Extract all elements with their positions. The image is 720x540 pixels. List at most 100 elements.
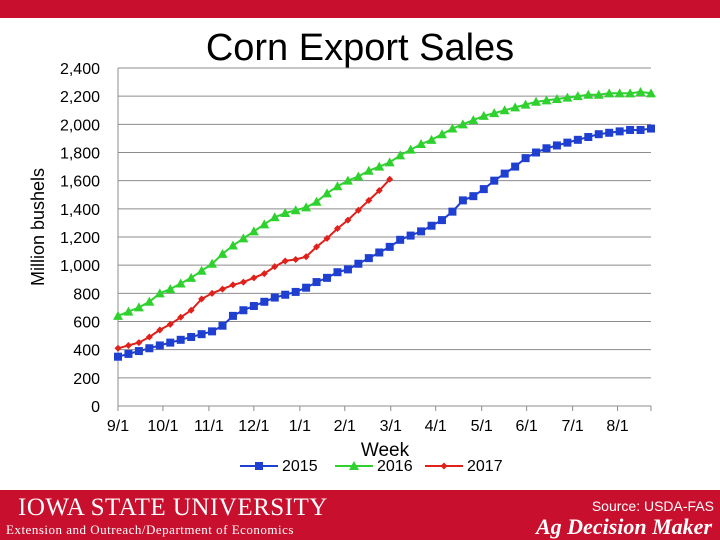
x-axis-label: Week: [361, 440, 410, 461]
data-point-diamond: [124, 341, 132, 349]
data-point-triangle: [604, 88, 615, 98]
x-tick-label: 5/1: [471, 418, 493, 435]
data-point-diamond: [333, 225, 341, 233]
data-point-triangle: [248, 226, 259, 236]
data-point-square: [270, 293, 279, 302]
data-point-square: [385, 242, 394, 251]
y-tick-label: 1,200: [60, 230, 100, 247]
data-point-square: [218, 321, 227, 330]
corn-export-sales-chart: Corn Export Sales 0 200 400 600 800 1,000 1,200…: [28, 27, 656, 475]
data-point-square: [166, 338, 175, 347]
data-point-diamond: [156, 326, 164, 334]
data-point-diamond: [302, 253, 310, 261]
data-point-triangle: [269, 212, 280, 222]
data-point-triangle: [583, 89, 594, 99]
data-point-square: [281, 290, 290, 299]
series-2017: [114, 175, 394, 352]
y-tick-label: 1,400: [60, 202, 100, 219]
data-point-square: [396, 235, 405, 244]
data-point-triangle: [290, 205, 301, 215]
series-2016: [113, 86, 656, 320]
x-tick-label: 10/1: [147, 418, 178, 435]
data-point-square: [249, 302, 258, 311]
university-name: IOWA STATE UNIVERSITY: [18, 494, 328, 521]
data-point-square: [260, 297, 269, 306]
data-point-square: [615, 127, 624, 136]
data-point-diamond: [271, 263, 279, 271]
data-point-square: [343, 265, 352, 274]
source-label: Source: USDA-FAS: [591, 498, 714, 514]
legend-label: 2016: [377, 458, 413, 475]
y-tick-label: 0: [91, 399, 100, 416]
data-point-diamond: [135, 339, 143, 347]
data-point-square: [255, 462, 263, 470]
data-point-triangle: [395, 150, 406, 160]
data-point-triangle: [572, 91, 583, 101]
data-point-triangle: [353, 171, 364, 181]
data-point-triangle: [165, 284, 176, 294]
data-point-square: [333, 268, 342, 277]
data-point-triangle: [207, 258, 218, 268]
data-point-diamond: [114, 344, 122, 352]
data-point-diamond: [386, 175, 394, 183]
data-point-square: [532, 148, 541, 157]
data-point-triangle: [625, 88, 636, 98]
data-point-square: [323, 273, 332, 282]
legend-label: 2015: [282, 458, 318, 475]
data-point-triangle: [332, 181, 343, 191]
data-point-diamond: [260, 270, 268, 278]
data-point-triangle: [541, 95, 552, 105]
top-accent-bar: [0, 0, 720, 18]
data-point-triangle: [154, 288, 165, 298]
data-point-triangle: [238, 233, 249, 243]
data-point-triangle: [196, 265, 207, 275]
x-tick-label: 2/1: [334, 418, 356, 435]
data-point-square: [176, 335, 185, 344]
data-point-triangle: [646, 88, 656, 98]
y-tick-label: 1,600: [60, 174, 100, 191]
data-point-triangle: [349, 461, 359, 470]
legend-item-2015: 2015: [240, 458, 318, 475]
data-point-square: [302, 283, 311, 292]
data-point-triangle: [499, 105, 510, 115]
data-point-square: [312, 278, 321, 287]
data-point-diamond: [239, 278, 247, 286]
data-point-diamond: [281, 257, 289, 265]
data-point-diamond: [187, 306, 195, 314]
legend-item-2016: 2016: [335, 458, 413, 475]
data-point-square: [208, 327, 217, 336]
data-point-square: [479, 185, 488, 194]
data-point-square: [228, 311, 237, 320]
data-point-triangle: [342, 175, 353, 185]
data-point-triangle: [301, 202, 312, 212]
data-point-square: [155, 341, 164, 350]
data-point-triangle: [363, 165, 374, 175]
data-point-square: [239, 306, 248, 315]
brand-logo-text: Ag Decision Maker: [536, 514, 712, 539]
x-tick-label: 9/1: [107, 418, 129, 435]
data-point-diamond: [292, 256, 300, 264]
data-point-diamond: [365, 196, 373, 204]
y-tick-label: 1,000: [60, 258, 100, 275]
data-point-square: [417, 227, 426, 236]
data-point-triangle: [531, 96, 542, 106]
data-point-square: [375, 248, 384, 257]
data-point-square: [511, 162, 520, 171]
y-tick-label: 2,400: [60, 61, 100, 78]
data-point-square: [521, 154, 530, 163]
data-point-diamond: [323, 234, 331, 242]
data-point-triangle: [384, 157, 395, 167]
data-point-square: [490, 176, 499, 185]
series-line-2016: [117, 90, 652, 317]
data-point-square: [406, 231, 415, 240]
x-tick-label: 12/1: [238, 418, 269, 435]
data-point-square: [364, 254, 373, 263]
data-point-square: [437, 216, 446, 225]
data-point-triangle: [186, 272, 197, 282]
y-tick-label: 2,000: [60, 117, 100, 134]
data-point-triangle: [374, 161, 385, 171]
data-point-square: [114, 352, 122, 361]
y-tick-label: 200: [73, 371, 100, 388]
data-point-square: [552, 141, 561, 150]
data-point-diamond: [166, 320, 174, 328]
